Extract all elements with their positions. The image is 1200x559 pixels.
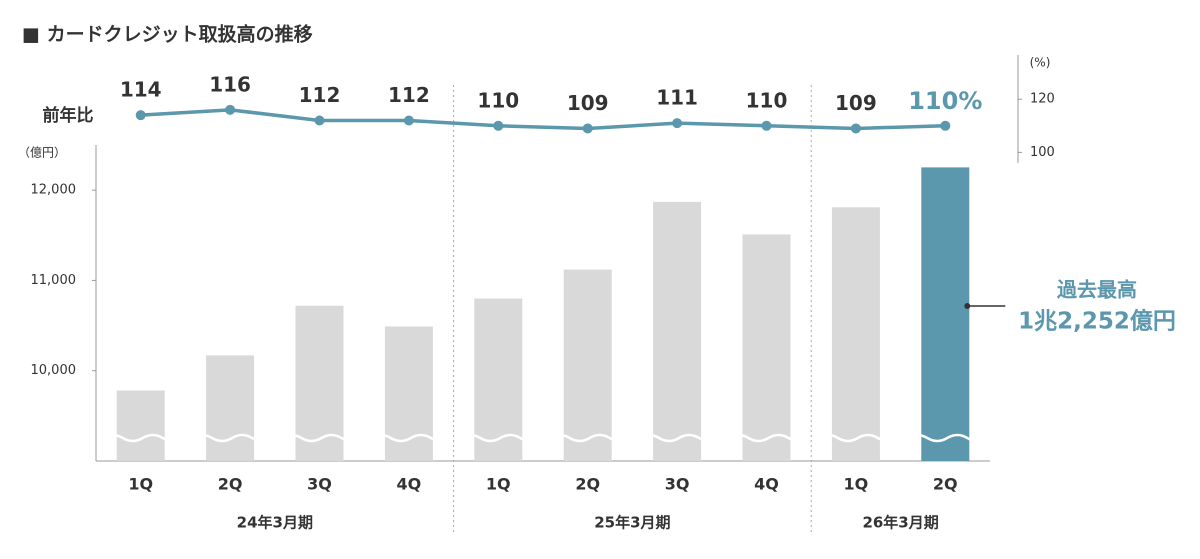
line-point <box>135 110 146 121</box>
bar <box>384 326 433 461</box>
line-point <box>403 115 414 126</box>
x-tick-label: 4Q <box>397 475 422 494</box>
axis-break <box>370 433 452 443</box>
group-label: 25年3月期 <box>594 514 670 532</box>
bar <box>206 355 255 461</box>
y2-axis-label: (%) <box>1030 56 1051 70</box>
axis-break <box>549 433 631 443</box>
bar <box>742 234 791 461</box>
value-label: 112 <box>299 83 341 107</box>
axis-break <box>280 433 363 443</box>
line-point <box>314 115 325 126</box>
y2-tick-label: 120 <box>1030 92 1055 107</box>
group-label: 24年3月期 <box>237 514 313 532</box>
bar <box>653 201 702 461</box>
bar <box>831 207 880 461</box>
bar <box>921 167 970 461</box>
line-point <box>940 120 951 131</box>
y2-tick-label: 100 <box>1030 145 1055 160</box>
group-label: 26年3月期 <box>862 514 938 532</box>
value-label: 109 <box>835 91 877 115</box>
y-tick-label: 12,000 <box>31 183 77 198</box>
bar <box>563 269 612 461</box>
line-point <box>225 104 236 115</box>
x-tick-label: 3Q <box>307 475 332 494</box>
annotation-text: 1兆2,252億円 <box>1018 308 1176 335</box>
x-tick-label: 1Q <box>486 475 511 494</box>
y-axis-label: （億円） <box>18 146 66 160</box>
value-label: 116 <box>209 72 251 96</box>
x-tick-label: 3Q <box>665 475 690 494</box>
line-point <box>672 118 683 129</box>
axis-break <box>906 433 988 443</box>
axis-break <box>459 433 541 443</box>
line <box>140 108 946 131</box>
value-label: 112 <box>388 83 430 107</box>
axis-break <box>102 433 184 443</box>
line-point <box>850 123 861 134</box>
value-label: 109 <box>567 91 609 115</box>
value-label: 110 <box>746 88 788 112</box>
x-tick-label: 2Q <box>933 475 958 494</box>
line-point <box>493 120 504 131</box>
axis-break <box>638 433 720 443</box>
y-tick-label: 11,000 <box>31 273 77 288</box>
axis-break <box>817 433 899 443</box>
value-label: 110% <box>908 87 982 115</box>
bar <box>116 390 165 461</box>
line-point <box>582 123 593 134</box>
x-tick-label: 2Q <box>575 475 600 494</box>
axis-break <box>727 433 810 443</box>
series-label: 前年比 <box>43 105 94 126</box>
value-label: 110 <box>477 88 519 112</box>
value-label: 111 <box>656 86 698 110</box>
bar <box>474 298 523 461</box>
line-point <box>761 120 772 131</box>
annotation-dot <box>964 303 971 309</box>
x-tick-label: 1Q <box>844 475 869 494</box>
axis-break <box>191 433 273 443</box>
y-tick-label: 10,000 <box>31 363 77 378</box>
annotation-title: 過去最高 <box>1057 278 1137 302</box>
chart-title: ■ カードクレジット取扱高の推移 <box>22 23 313 46</box>
value-label: 114 <box>120 78 162 102</box>
x-tick-label: 2Q <box>218 475 243 494</box>
x-tick-label: 1Q <box>128 475 153 494</box>
x-tick-label: 4Q <box>754 475 779 494</box>
